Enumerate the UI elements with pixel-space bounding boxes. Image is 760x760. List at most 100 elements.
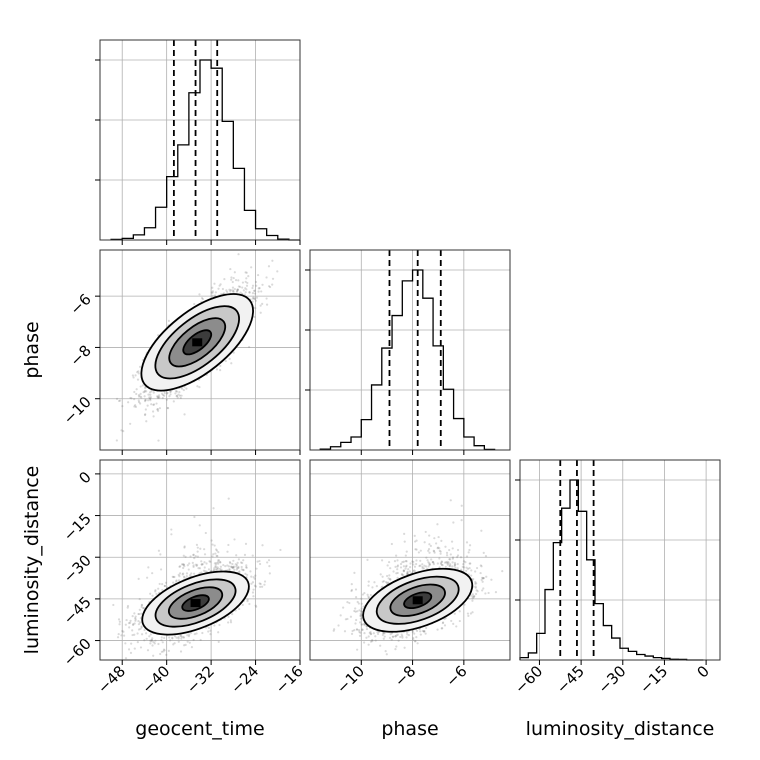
sample-point xyxy=(186,564,189,567)
sample-point xyxy=(130,397,133,400)
sample-point xyxy=(182,563,185,566)
sample-point xyxy=(147,566,150,569)
sample-point xyxy=(255,296,259,299)
sample-point xyxy=(213,282,216,285)
sample-point xyxy=(219,561,222,564)
sample-point xyxy=(248,345,251,349)
sample-point xyxy=(146,576,149,579)
sample-point xyxy=(122,630,125,633)
sample-point xyxy=(216,554,219,558)
sample-point xyxy=(161,588,164,592)
sample-point xyxy=(254,574,257,577)
sample-point xyxy=(248,602,251,606)
sample-point xyxy=(246,281,249,285)
sample-point xyxy=(136,378,140,381)
sample-point xyxy=(173,575,176,579)
sample-point xyxy=(180,387,184,390)
sample-point xyxy=(169,393,172,396)
sample-point xyxy=(174,635,177,638)
sample-point xyxy=(279,548,282,552)
sample-point xyxy=(182,563,185,566)
sample-point xyxy=(225,289,228,292)
sample-point xyxy=(133,633,136,636)
sample-point xyxy=(121,405,124,408)
sample-point xyxy=(163,584,166,588)
sample-point xyxy=(179,396,182,400)
sample-point xyxy=(164,581,168,584)
sample-point xyxy=(162,650,165,653)
sample-point xyxy=(166,407,170,410)
sample-point xyxy=(139,646,143,649)
sample-point xyxy=(147,393,150,396)
sample-point xyxy=(251,286,254,290)
sample-point xyxy=(137,623,141,626)
sample-point xyxy=(153,642,156,645)
sample-point xyxy=(151,637,154,640)
sample-point xyxy=(126,606,129,609)
sample-point xyxy=(255,605,258,608)
sample-point xyxy=(253,289,256,292)
sample-point xyxy=(186,634,189,637)
sample-point xyxy=(235,564,239,567)
sample-point xyxy=(214,552,217,555)
sample-point xyxy=(193,633,196,636)
sample-point xyxy=(237,565,240,569)
sample-point xyxy=(152,391,155,394)
sample-point xyxy=(178,565,181,568)
sample-point xyxy=(228,568,231,571)
sample-point xyxy=(137,401,141,404)
sample-point xyxy=(123,634,126,637)
sample-point xyxy=(207,630,210,633)
sample-point xyxy=(127,622,131,625)
sample-point xyxy=(232,351,235,354)
sample-point xyxy=(210,291,213,294)
sample-point xyxy=(160,650,163,653)
sample-point xyxy=(140,396,143,399)
sample-point xyxy=(241,286,244,289)
sample-point xyxy=(183,413,186,416)
sample-point xyxy=(215,567,219,570)
sample-point xyxy=(201,631,204,635)
sample-point xyxy=(250,575,253,578)
sample-point xyxy=(232,566,235,569)
sample-point xyxy=(161,396,164,400)
sample-point xyxy=(171,575,174,578)
sample-point xyxy=(183,565,186,568)
sample-point xyxy=(131,374,135,377)
sample-point xyxy=(151,410,155,413)
sample-point xyxy=(245,284,249,287)
sample-point xyxy=(211,294,214,297)
sample-point xyxy=(195,632,198,635)
sample-point xyxy=(159,568,163,571)
sample-point xyxy=(254,280,258,284)
sample-point xyxy=(204,531,207,535)
sample-point xyxy=(246,600,249,603)
sample-point xyxy=(163,649,166,652)
sample-point xyxy=(214,568,217,571)
sample-point xyxy=(268,565,271,568)
sample-point xyxy=(201,562,204,566)
sample-point xyxy=(229,288,232,292)
sample-point xyxy=(152,403,156,406)
sample-point xyxy=(143,400,147,403)
sample-point xyxy=(144,413,147,416)
sample-point xyxy=(215,548,218,551)
sample-point xyxy=(235,565,238,568)
sample-point xyxy=(139,385,142,388)
sample-point xyxy=(203,548,206,551)
sample-point xyxy=(138,621,142,624)
sample-point xyxy=(133,622,136,625)
sample-point xyxy=(131,633,134,637)
sample-point xyxy=(236,567,239,570)
sample-point xyxy=(156,395,159,398)
sample-point xyxy=(150,403,153,406)
sample-point xyxy=(182,636,185,639)
sample-point xyxy=(127,401,130,404)
sample-point xyxy=(149,397,152,400)
sample-point xyxy=(252,595,255,598)
sample-point xyxy=(219,368,222,372)
sample-point xyxy=(134,405,138,409)
sample-point xyxy=(193,556,196,560)
sample-point xyxy=(203,566,206,569)
sample-point xyxy=(268,572,271,575)
